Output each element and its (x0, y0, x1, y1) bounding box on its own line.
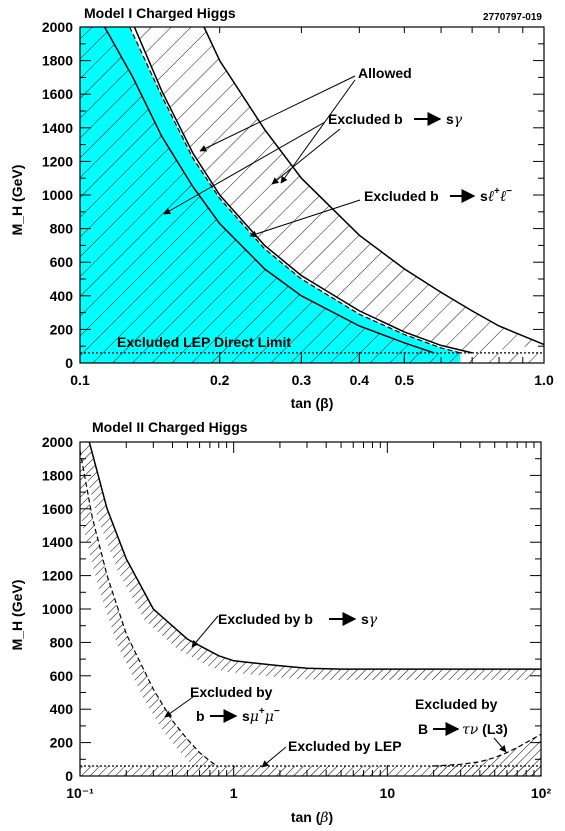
allowed-region (104, 27, 461, 353)
svg-text:Excluded by: Excluded by (190, 684, 273, 700)
axis-ticks: 0.1 0.2 0.3 0.4 0.5 1.0 0 200 400 600 800 1000 1200 1… (42, 19, 554, 388)
series-line-0 (88, 442, 541, 670)
y-tick-label: 1800 (42, 467, 73, 483)
y-tick-label: 600 (50, 254, 74, 270)
y-tick-label: 1600 (42, 501, 73, 517)
series-line-1 (80, 450, 218, 767)
x-axis-label: tan (β) (291, 809, 333, 826)
x-tick-label: 10 (380, 785, 396, 801)
x-tick-label: 0.1 (70, 372, 90, 388)
annotation-lep: Excluded by LEP (288, 738, 402, 754)
annotation-bsgamma: Excluded b sγ (328, 111, 463, 128)
y-tick-label: 1200 (42, 153, 73, 169)
x-tick-label: 0.2 (210, 372, 230, 388)
svg-text:sℓ+ℓ−: sℓ+ℓ− (480, 186, 512, 205)
y-tick-label: 1000 (42, 601, 73, 617)
svg-text:Excluded by b: Excluded by b (218, 611, 313, 627)
figure-id: 2770797-019 (483, 12, 542, 23)
arrow-bsll (249, 199, 361, 238)
x-tick-label: 0.5 (395, 372, 415, 388)
y-tick-label: 1200 (42, 568, 73, 584)
annotation-lep: Excluded LEP Direct Limit (117, 334, 291, 350)
x-axis-label: tan (β) (291, 395, 334, 411)
series-line-3 (433, 733, 541, 767)
hatch-lep (80, 765, 541, 776)
excluded-bsgamma-hatch (80, 27, 435, 363)
arrow-bsmumu (164, 696, 194, 718)
y-axis-label: M_H (GeV) (9, 580, 25, 651)
hatch-btaunu (433, 734, 541, 776)
arrow-btaunu (493, 737, 507, 753)
chart-model-i: Model I Charged Higgs 2770797-019 0.1 0.2… (9, 5, 554, 411)
annotation-allowed: Allowed (358, 65, 412, 81)
y-tick-label: 1800 (42, 53, 73, 69)
y-tick-label: 800 (50, 634, 74, 650)
y-axis-label: M_H (GeV) (9, 165, 25, 236)
hatch-bsgamma (80, 442, 541, 680)
axis-ticks: 10⁻¹ 1 10 10² 0 200 400 600 800 1000 1200 1400 1600 1… (42, 434, 552, 801)
svg-text:τν (L3): τν (L3) (462, 721, 508, 738)
x-tick-label: 10⁻¹ (66, 785, 94, 801)
y-tick-label: 200 (50, 735, 74, 751)
svg-text:Excluded by: Excluded by (415, 696, 498, 712)
chart-title: Model I Charged Higgs (84, 5, 236, 21)
y-tick-label: 0 (65, 355, 73, 371)
hatch-bsmumu (80, 450, 218, 776)
x-tick-label: 1.0 (534, 372, 554, 388)
y-tick-label: 1600 (42, 86, 73, 102)
arrow-bsgamma-1 (163, 121, 326, 215)
arrow-allowed-2 (280, 79, 356, 184)
series-line-2 (133, 27, 473, 354)
svg-text:Excluded b: Excluded b (364, 188, 439, 204)
arrow-lep (261, 746, 287, 768)
y-tick-label: 1400 (42, 534, 73, 550)
y-tick-label: 2000 (42, 19, 73, 35)
y-tick-label: 1400 (42, 120, 73, 136)
excluded-bsll-hatch (134, 27, 544, 353)
y-tick-label: 600 (50, 668, 74, 684)
svg-text:Excluded b: Excluded b (328, 111, 403, 127)
series-line-3 (203, 27, 544, 346)
y-tick-label: 200 (50, 321, 74, 337)
x-tick-label: 0.4 (350, 372, 370, 388)
y-tick-label: 2000 (42, 434, 73, 450)
plot-area (80, 27, 544, 363)
arrow-allowed-1 (199, 75, 356, 152)
series-lines (80, 27, 544, 354)
svg-text:sγ: sγ (446, 111, 463, 128)
annotation-btaunu: Excluded by B τν (L3) (415, 696, 508, 738)
y-tick-label: 0 (65, 768, 73, 784)
annotation-bsgamma: Excluded by b sγ (218, 611, 378, 628)
annotation-bsll: Excluded b sℓ+ℓ− (364, 186, 512, 205)
x-tick-label: 0.3 (292, 372, 312, 388)
series-lines (80, 442, 541, 767)
y-tick-label: 400 (50, 288, 74, 304)
svg-text:sμ+μ−: sμ+μ− (242, 706, 280, 725)
x-tick-label: 1 (230, 785, 238, 801)
arrow-bsgamma (191, 615, 219, 648)
x-tick-label: 10² (531, 785, 552, 801)
lep-strip-hatch (80, 352, 544, 363)
y-tick-label: 400 (50, 701, 74, 717)
svg-text:b: b (196, 708, 205, 724)
y-tick-label: 1000 (42, 187, 73, 203)
chart-title: Model II Charged Higgs (92, 419, 248, 435)
svg-text:B: B (418, 721, 428, 737)
arrow-bsgamma-2 (271, 128, 341, 185)
y-tick-label: 800 (50, 221, 74, 237)
series-line-0 (103, 27, 435, 354)
annotation-bsmumu: Excluded by b sμ+μ− (190, 684, 280, 725)
chart-model-ii: Model II Charged Higgs 10⁻¹ 1 10 10² 0 200 400… (9, 419, 551, 826)
svg-text:sγ: sγ (361, 611, 378, 628)
